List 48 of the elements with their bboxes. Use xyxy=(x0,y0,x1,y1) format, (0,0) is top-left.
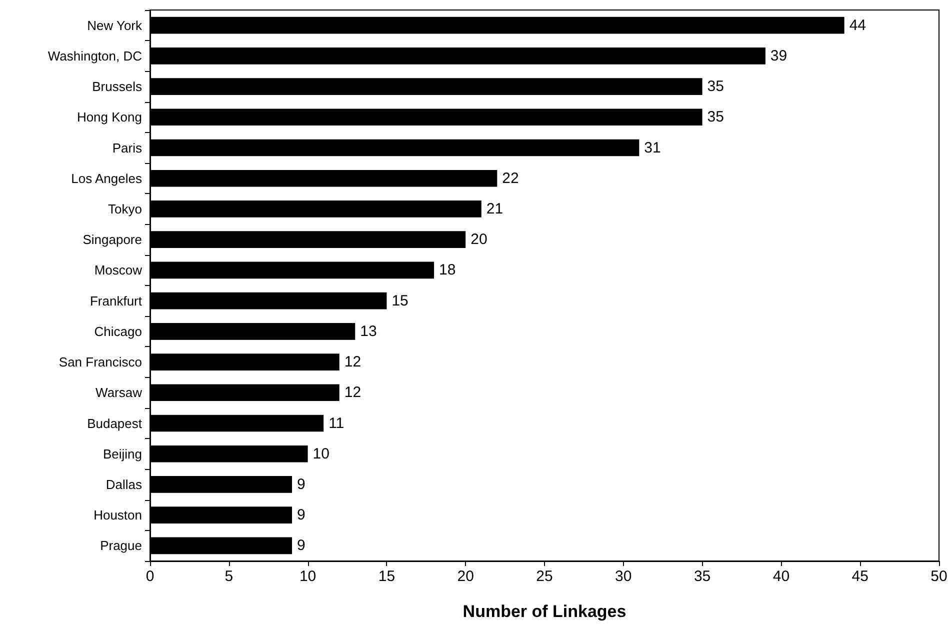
data-label: 18 xyxy=(439,262,456,279)
data-label: 13 xyxy=(360,322,377,340)
x-tick-label: 30 xyxy=(615,568,632,585)
x-tick-label: 25 xyxy=(536,568,553,585)
y-tick-label: Moscow xyxy=(94,262,143,278)
y-tick-label: Chicago xyxy=(94,324,142,339)
y-tick-label: Tokyo xyxy=(108,201,142,216)
x-tick-label: 10 xyxy=(299,568,316,585)
data-label: 12 xyxy=(344,384,362,402)
data-label: 31 xyxy=(644,139,661,156)
data-label: 35 xyxy=(707,78,724,96)
data-label: 15 xyxy=(392,292,408,310)
y-tick-label: Budapest xyxy=(87,416,142,431)
x-tick-label: 0 xyxy=(146,568,154,585)
data-label: 9 xyxy=(297,537,306,554)
y-tick-label: Hong Kong xyxy=(76,110,142,125)
y-tick-label: Warsaw xyxy=(96,385,143,400)
y-tick-label: Washington, DC xyxy=(48,48,142,64)
x-tick-label: 35 xyxy=(694,568,711,585)
data-label: 20 xyxy=(470,231,488,248)
data-label: 35 xyxy=(707,108,724,126)
x-tick-label: 50 xyxy=(930,568,948,585)
data-label: 10 xyxy=(312,445,330,462)
x-tick-label: 45 xyxy=(852,568,868,585)
x-tick-label: 5 xyxy=(224,568,234,585)
y-tick-label: Houston xyxy=(94,508,142,523)
data-label: 44 xyxy=(849,16,866,34)
data-label: 11 xyxy=(328,414,344,432)
y-tick-label: Paris xyxy=(112,140,142,156)
data-label: 9 xyxy=(297,476,306,493)
data-label: 22 xyxy=(502,170,519,187)
y-tick-label: Dallas xyxy=(106,476,142,492)
y-tick-label: Singapore xyxy=(82,232,142,248)
data-label: 12 xyxy=(344,354,362,371)
x-axis-title: Number of Linkages xyxy=(462,602,626,621)
y-tick-label: San Francisco xyxy=(58,354,142,370)
data-label: 39 xyxy=(770,47,788,64)
y-tick-label: Brussels xyxy=(92,79,142,94)
data-label: 9 xyxy=(297,506,306,524)
y-tick-label: Beijing xyxy=(102,446,142,462)
y-tick-label: Frankfurt xyxy=(90,293,142,308)
y-tick-label: New York xyxy=(87,18,142,33)
y-tick-label: Los Angeles xyxy=(71,170,142,186)
y-tick-label: Prague xyxy=(100,538,142,554)
data-label: 21 xyxy=(486,200,504,218)
x-tick-label: 20 xyxy=(457,568,474,585)
x-tick-label: 40 xyxy=(772,568,790,585)
x-tick-label: 15 xyxy=(378,568,396,585)
